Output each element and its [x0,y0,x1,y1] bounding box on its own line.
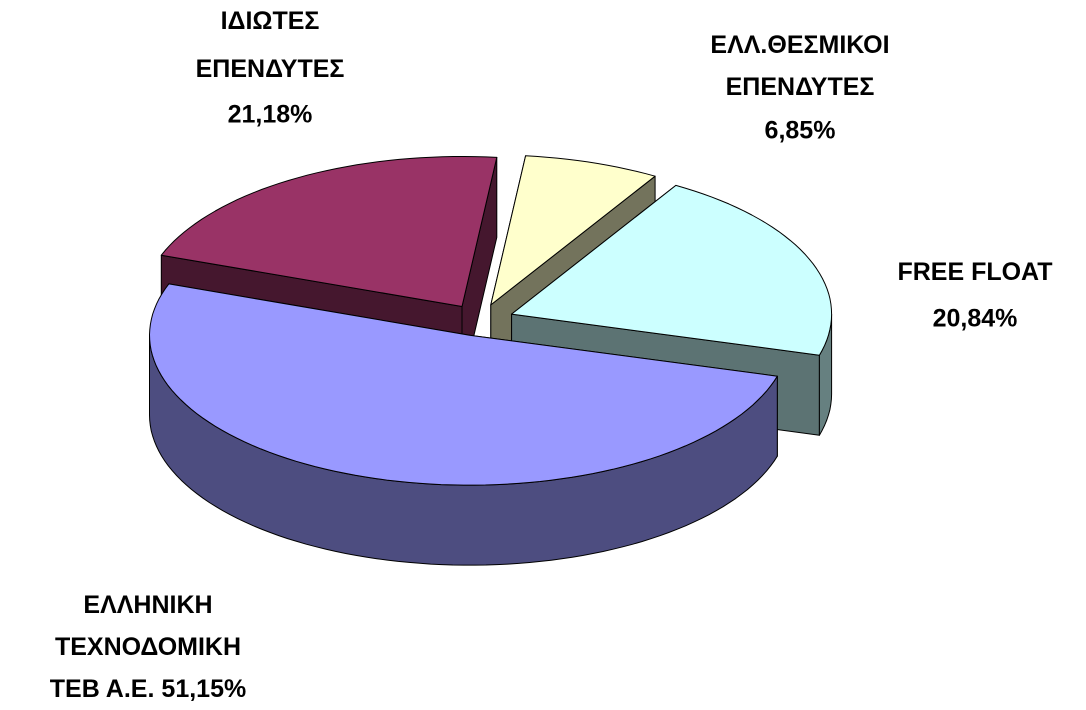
value-label: 6,85% [765,117,836,145]
category-label: ΙΔΙΩΤΕΣ [221,7,320,35]
category-label-line: ΕΠΕΝΔΥΤΕΣ [196,55,345,83]
slice-top [490,155,656,306]
category-label: ΤΕΧΝΟΔΟΜΙΚΗ [55,633,241,661]
category-label: ΕΛΛΗΝΙΚΗ [83,591,212,619]
category-label-line: ΤΕΒ Α.Ε. [50,675,155,703]
slice-top [511,184,833,356]
slice-top [149,283,778,486]
category-label: ΕΠΕΝΔΥΤΕΣ [726,73,875,101]
category-label-line: ΙΔΙΩΤΕΣ [221,7,320,35]
value-label: 21,18% [228,101,313,129]
slice [149,283,778,566]
category-label-line: ΕΠΕΝΔΥΤΕΣ [726,73,875,101]
category-label-line: ΕΛΛ.ΘΕΣΜΙΚΟΙ [710,31,889,59]
slice-top [160,156,498,307]
category-label-line: ΕΛΛΗΝΙΚΗ [83,591,212,619]
category-label: ΕΠΕΝΔΥΤΕΣ [196,55,345,83]
category-label-line: ΤΕΧΝΟΔΟΜΙΚΗ [55,633,241,661]
category-label: ΕΛΛ.ΘΕΣΜΙΚΟΙ [710,31,889,59]
category-label-line: FREE FLOAT [897,258,1052,286]
value-label: 20,84% [933,305,1018,333]
value-label: 51,15% [161,675,246,703]
category-label: FREE FLOAT [897,258,1052,286]
category-label: ΤΕΒ Α.Ε. 51,15% [50,675,246,703]
